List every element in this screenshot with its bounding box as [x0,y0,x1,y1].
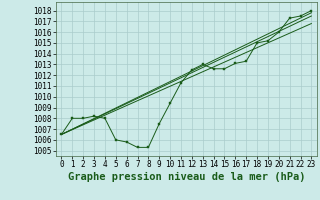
X-axis label: Graphe pression niveau de la mer (hPa): Graphe pression niveau de la mer (hPa) [68,172,305,182]
